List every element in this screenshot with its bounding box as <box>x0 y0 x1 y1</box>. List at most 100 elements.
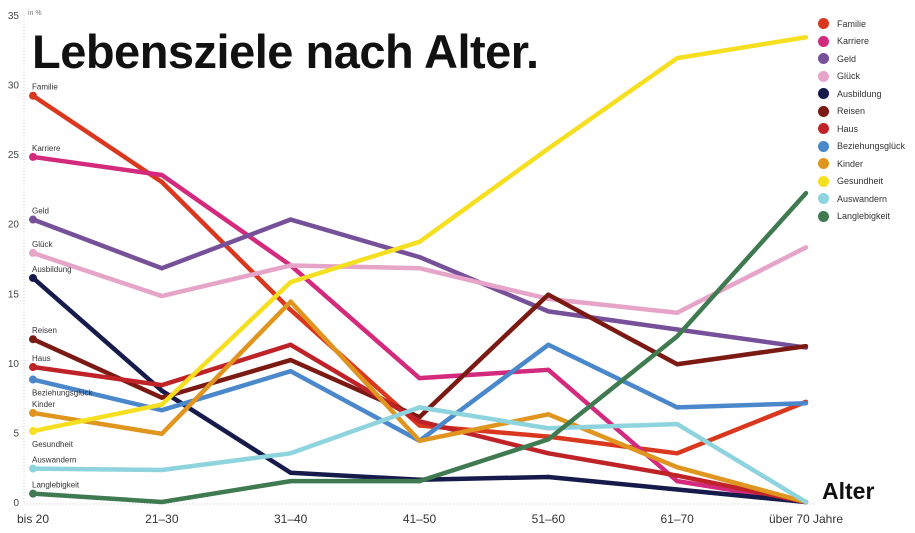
x-tick-label: bis 20 <box>17 512 49 526</box>
data-point <box>674 327 680 332</box>
data-point <box>288 263 293 268</box>
y-axis-unit: in % <box>28 10 42 17</box>
data-point <box>288 307 293 313</box>
data-point <box>288 451 293 456</box>
y-tick-label: 10 <box>8 359 20 370</box>
x-tick-label: 61–70 <box>660 512 694 526</box>
data-point <box>417 438 422 443</box>
series-label: Reisen <box>32 326 57 335</box>
y-tick-label: 15 <box>8 289 20 300</box>
series-label: Familie <box>32 83 58 92</box>
series-label: Geld <box>32 207 49 216</box>
series-label: Glück <box>32 240 53 249</box>
y-tick-label: 20 <box>8 220 20 231</box>
data-point <box>674 487 680 492</box>
data-point <box>546 342 551 347</box>
x-tick-label: 31–40 <box>274 512 308 526</box>
series-label: Haus <box>32 354 51 363</box>
data-point <box>159 395 165 400</box>
data-point <box>674 451 680 456</box>
data-point <box>288 369 293 374</box>
data-point <box>417 239 422 245</box>
legend-label: Gesundheit <box>837 176 884 187</box>
data-point <box>29 273 37 282</box>
legend-item: Beziehungsglück <box>818 138 905 156</box>
data-point <box>159 388 165 393</box>
series-label: Auswandern <box>32 456 76 465</box>
legend-swatch <box>818 88 829 100</box>
data-point <box>29 464 37 473</box>
data-point <box>159 407 165 413</box>
series-label: Karriere <box>32 144 61 153</box>
y-tick-label: 5 <box>13 428 19 439</box>
legend-swatch <box>818 18 829 30</box>
data-point <box>674 421 680 427</box>
data-point <box>288 470 293 475</box>
series-line-familie <box>31 93 807 456</box>
data-point <box>674 478 680 484</box>
data-point <box>29 152 37 161</box>
legend-label: Ausbildung <box>837 88 882 99</box>
data-point <box>546 292 551 297</box>
legend-item: Auswandern <box>818 190 905 208</box>
x-axis-label: Alter <box>822 478 875 504</box>
data-point <box>546 451 551 456</box>
data-point <box>417 375 422 381</box>
data-point <box>674 405 680 410</box>
series-line-reisen <box>32 292 807 420</box>
data-point <box>159 402 165 407</box>
legend-item: Haus <box>818 120 905 138</box>
data-point <box>417 423 422 428</box>
y-tick-label: 25 <box>8 150 20 161</box>
data-point <box>29 91 37 100</box>
data-point <box>159 179 165 185</box>
y-tick-label: 35 <box>8 11 20 22</box>
data-point <box>546 426 551 431</box>
data-point <box>288 299 293 304</box>
x-tick-label: 41–50 <box>403 512 437 526</box>
data-point <box>288 342 293 347</box>
data-point <box>546 437 551 442</box>
chart-title: Lebensziele nach Alter. <box>32 25 539 78</box>
data-point <box>803 401 809 406</box>
x-tick-label: über 70 Jahre <box>769 512 843 526</box>
data-point <box>288 217 293 222</box>
data-point <box>29 248 37 257</box>
data-point <box>29 335 37 344</box>
data-point <box>417 266 422 271</box>
legend-item: Reisen <box>818 103 905 121</box>
data-point <box>159 431 165 437</box>
legend-swatch <box>818 105 829 117</box>
legend-swatch <box>818 210 829 222</box>
series-label: Gesundheit <box>32 440 74 449</box>
legend-label: Langlebigkeit <box>837 211 891 222</box>
data-point <box>803 190 809 196</box>
data-point <box>417 405 422 410</box>
data-point <box>417 254 422 260</box>
data-point <box>159 499 165 505</box>
data-point <box>288 357 293 363</box>
series-label: Beziehungsglück <box>32 389 93 398</box>
data-point <box>159 382 165 388</box>
legend-swatch <box>818 158 829 170</box>
legend-item: Familie <box>818 15 905 33</box>
legend-item: Gesundheit <box>818 173 905 191</box>
legend-item: Kinder <box>818 155 905 173</box>
data-point <box>29 427 37 436</box>
data-point <box>546 474 551 480</box>
data-point <box>803 245 809 250</box>
legend-label: Kinder <box>837 158 864 169</box>
data-point <box>546 309 551 314</box>
data-point <box>546 412 551 417</box>
data-point <box>29 489 37 498</box>
legend-item: Geld <box>818 50 905 68</box>
legend-swatch <box>818 175 829 187</box>
legend-swatch <box>818 193 829 205</box>
data-point <box>674 334 680 339</box>
data-point <box>674 310 680 315</box>
data-point <box>159 266 165 271</box>
data-point <box>288 478 293 484</box>
series-label: Ausbildung <box>32 265 72 274</box>
y-tick-label: 30 <box>8 81 20 92</box>
